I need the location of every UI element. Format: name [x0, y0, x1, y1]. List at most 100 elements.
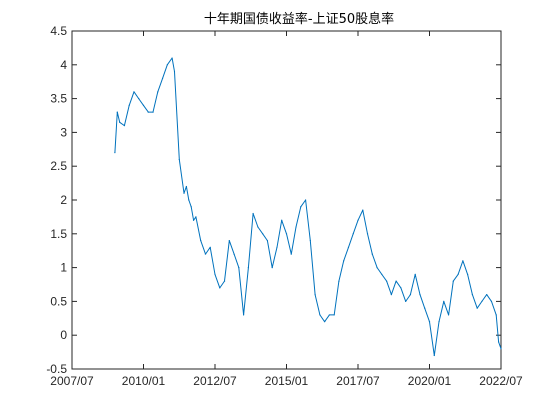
data-point: [338, 280, 340, 282]
series-line: [114, 57, 502, 356]
data-point: [371, 253, 373, 255]
data-point: [457, 273, 459, 275]
data-point: [152, 111, 154, 113]
data-point: [243, 314, 245, 316]
data-point: [290, 253, 292, 255]
y-tick-label: 4: [60, 58, 67, 72]
data-point: [357, 219, 359, 221]
y-tick-label: 3: [60, 125, 67, 139]
data-point: [495, 314, 497, 316]
data-point: [247, 267, 249, 269]
y-tick-label: 4.5: [50, 24, 67, 38]
data-point: [400, 287, 402, 289]
data-point: [195, 216, 197, 218]
data-point: [200, 239, 202, 242]
data-point: [188, 199, 190, 201]
data-point: [116, 111, 118, 113]
data-point: [428, 321, 431, 323]
data-point: [209, 246, 211, 248]
data-point: [119, 121, 121, 123]
data-point: [414, 273, 416, 275]
data-point: [333, 314, 335, 316]
data-point: [500, 348, 502, 350]
data-point: [314, 294, 316, 296]
data-point: [214, 273, 216, 275]
data-point: [233, 253, 235, 255]
data-point: [386, 280, 388, 282]
plot-axes: -0.5 0 0.5 1 1.5 2 2.5 3 3.5 4 4.5 2007/07 2010/01 20…: [46, 24, 523, 388]
series-layer: [114, 57, 502, 357]
data-point: [285, 233, 288, 235]
data-point: [395, 280, 397, 282]
data-point: [138, 98, 140, 100]
data-point: [178, 158, 180, 161]
data-point: [447, 314, 450, 316]
data-point: [183, 192, 185, 194]
data-point: [257, 226, 259, 228]
data-point: [424, 307, 426, 309]
data-point: [343, 260, 345, 262]
data-point: [490, 300, 493, 302]
data-point: [347, 246, 350, 248]
data-point: [352, 233, 354, 235]
data-point: [443, 300, 445, 302]
data-point: [147, 111, 149, 113]
data-point: [192, 219, 195, 221]
data-point: [381, 273, 383, 275]
data-point: [419, 294, 421, 296]
data-point: [433, 354, 435, 357]
data-point: [304, 199, 307, 201]
data-point: [376, 267, 378, 269]
data-point: [319, 314, 321, 316]
data-point: [362, 209, 364, 211]
data-point: [438, 321, 440, 323]
data-point: [366, 233, 369, 235]
data-point: [128, 104, 130, 106]
data-point: [471, 294, 473, 296]
y-tick-label: 1: [60, 261, 67, 275]
data-point: [142, 104, 145, 106]
data-point: [173, 70, 176, 73]
data-point: [390, 294, 392, 296]
y-tick-label: 3.5: [50, 92, 67, 106]
y-tick-label: -0.5: [46, 362, 67, 376]
x-tick-label: 2010/01: [122, 374, 166, 388]
data-point: [161, 77, 164, 79]
data-point: [228, 239, 230, 242]
data-point: [262, 233, 264, 235]
data-point: [114, 152, 116, 154]
data-point: [328, 314, 330, 316]
data-point: [190, 206, 192, 208]
data-point: [476, 307, 478, 309]
x-tick-label: 2022/07: [479, 374, 523, 388]
data-point: [462, 260, 464, 262]
data-point: [498, 341, 500, 343]
x-tick-label: 2017/07: [336, 374, 380, 388]
data-point: [185, 185, 187, 188]
data-point: [157, 91, 159, 93]
data-point: [219, 287, 221, 289]
x-tick-label: 2012/07: [193, 374, 237, 388]
y-tick-label: 0: [60, 328, 67, 342]
data-point: [271, 267, 273, 269]
data-point: [276, 246, 278, 248]
data-point: [223, 280, 226, 282]
data-point: [238, 267, 240, 269]
y-tick-label: 0.5: [50, 294, 67, 308]
data-point: [171, 57, 173, 59]
y-tick-label: 2.5: [50, 159, 67, 173]
data-point: [409, 294, 412, 296]
chart-title: 十年期国债收益率-上证50股息率: [204, 11, 394, 27]
x-tick-label: 2007/07: [50, 374, 94, 388]
data-point: [452, 280, 454, 282]
data-point: [300, 206, 302, 208]
data-point: [295, 226, 297, 228]
data-point: [133, 91, 135, 93]
data-point: [266, 239, 269, 242]
data-point: [309, 239, 311, 242]
data-point: [281, 219, 283, 221]
data-point: [252, 212, 254, 215]
y-tick-label: 2: [60, 193, 67, 207]
